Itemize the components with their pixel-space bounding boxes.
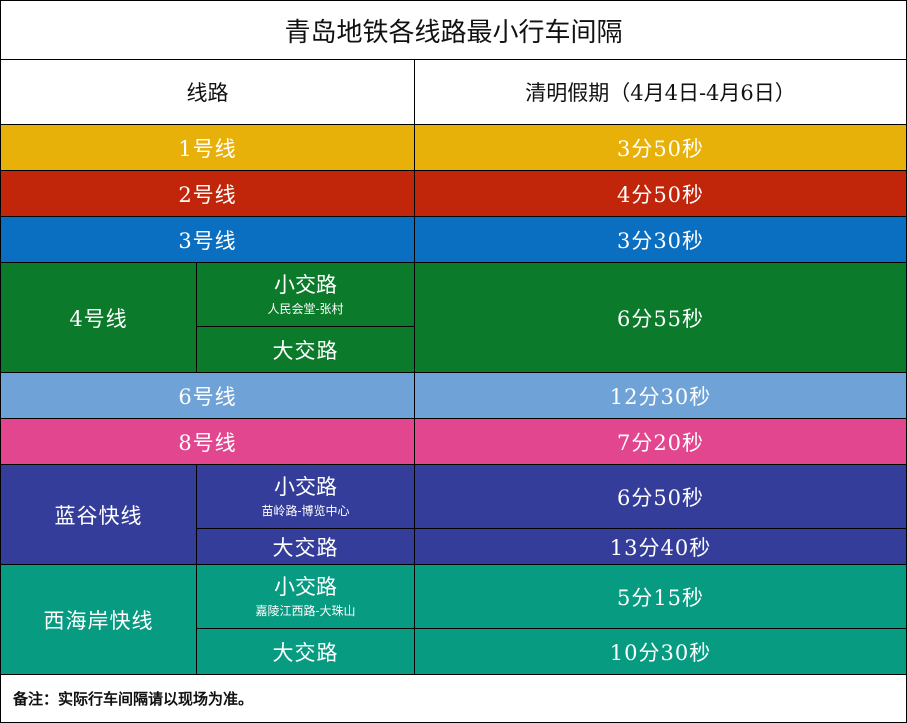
header-line: 线路	[0, 60, 415, 125]
header-interval: 清明假期（4月4日-4月6日）	[415, 60, 907, 125]
west-coast-express-short-route-label: 小交路	[274, 574, 337, 599]
line-1-interval: 3分50秒	[415, 125, 907, 171]
west-coast-express-short-interval: 5分15秒	[415, 565, 907, 629]
line-6-name: 6号线	[0, 373, 415, 419]
west-coast-express-name: 西海岸快线	[0, 565, 197, 675]
line-4-name: 4号线	[0, 263, 197, 373]
west-coast-express-long-interval: 10分30秒	[415, 629, 907, 675]
langu-express-short-route: 小交路 苗岭路-博览中心	[197, 465, 415, 529]
footnote: 备注：实际行车间隔请以现场为准。	[0, 675, 907, 723]
west-coast-express-short-route-range: 嘉陵江西路-大珠山	[255, 604, 356, 619]
west-coast-express-long-route: 大交路	[197, 629, 415, 675]
line-3-interval: 3分30秒	[415, 217, 907, 263]
langu-express-short-route-label: 小交路	[274, 474, 337, 499]
langu-express-name: 蓝谷快线	[0, 465, 197, 565]
line-4-interval: 6分55秒	[415, 263, 907, 373]
langu-express-long-route: 大交路	[197, 529, 415, 565]
line-3-name: 3号线	[0, 217, 415, 263]
line-2-name: 2号线	[0, 171, 415, 217]
langu-express-short-interval: 6分50秒	[415, 465, 907, 529]
line-4-short-route-range: 人民会堂-张村	[267, 302, 344, 317]
line-6-interval: 12分30秒	[415, 373, 907, 419]
line-2-interval: 4分50秒	[415, 171, 907, 217]
table-title: 青岛地铁各线路最小行车间隔	[0, 0, 907, 60]
langu-express-short-route-range: 苗岭路-博览中心	[261, 504, 350, 519]
langu-express-long-interval: 13分40秒	[415, 529, 907, 565]
line-8-name: 8号线	[0, 419, 415, 465]
line-4-short-route-label: 小交路	[274, 272, 337, 297]
line-1-name: 1号线	[0, 125, 415, 171]
west-coast-express-short-route: 小交路 嘉陵江西路-大珠山	[197, 565, 415, 629]
line-8-interval: 7分20秒	[415, 419, 907, 465]
line-4-short-route: 小交路 人民会堂-张村	[197, 263, 415, 327]
line-4-long-route: 大交路	[197, 327, 415, 373]
